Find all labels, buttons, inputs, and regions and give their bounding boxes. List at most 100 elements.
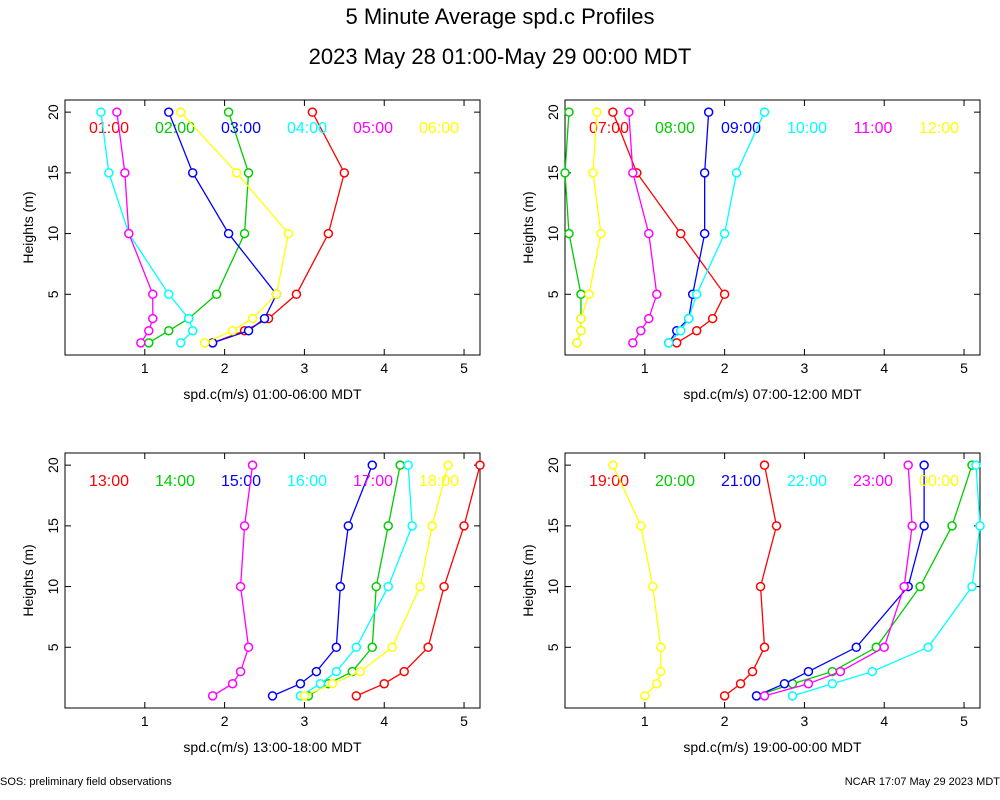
- data-point: [759, 107, 770, 117]
- data-point: [656, 666, 666, 677]
- data-point: [367, 642, 378, 653]
- data-point: [588, 168, 598, 178]
- series-line: [756, 464, 973, 697]
- data-point: [187, 168, 198, 178]
- plot-frame: [64, 99, 481, 356]
- data-point: [148, 289, 158, 300]
- x-tick-label: 5: [460, 713, 468, 729]
- legend-label: 04:00: [287, 120, 327, 137]
- data-point: [247, 460, 258, 470]
- footer-timestamp: NCAR 17:07 May 29 2023 MDT: [844, 776, 1000, 788]
- data-point: [899, 581, 909, 592]
- y-tick-label: 15: [545, 518, 561, 534]
- data-point: [919, 521, 929, 531]
- data-point: [327, 678, 338, 689]
- data-point: [351, 691, 362, 701]
- data-point: [395, 460, 405, 470]
- data-point: [187, 325, 198, 336]
- data-point: [335, 581, 346, 592]
- y-axis-label: Heights (m): [520, 544, 536, 616]
- data-point: [719, 289, 730, 300]
- data-point: [628, 338, 638, 348]
- series-line: [304, 464, 449, 697]
- data-point: [283, 228, 294, 239]
- legend-label: 08:00: [655, 120, 695, 137]
- series-line: [764, 465, 913, 697]
- x-tick-label: 2: [221, 360, 229, 376]
- legend-label: 21:00: [721, 473, 761, 490]
- series-line: [564, 112, 582, 344]
- series-line: [168, 111, 278, 344]
- legend-label: 10:00: [787, 120, 827, 137]
- x-tick-label: 1: [641, 713, 649, 729]
- data-point: [339, 168, 350, 178]
- series-line: [180, 111, 290, 344]
- plot-frame: [564, 99, 981, 356]
- data-point: [640, 691, 650, 701]
- data-point: [164, 325, 174, 336]
- data-point: [803, 678, 814, 689]
- series-line: [116, 112, 154, 344]
- data-point: [691, 289, 702, 300]
- data-point: [243, 642, 254, 653]
- data-point: [175, 107, 186, 117]
- data-point: [371, 581, 381, 592]
- x-tick-label: 4: [880, 360, 888, 376]
- legend-label: 06:00: [419, 120, 459, 137]
- panel-3: 1 2 3 4 5 5 10 15 20 spd.c(m/s) 13:00-18:00 MDT He…: [20, 452, 485, 755]
- data-point: [343, 521, 354, 531]
- series-0900: [664, 107, 714, 348]
- series-line: [756, 465, 925, 697]
- data-point: [311, 666, 322, 677]
- data-point: [243, 325, 254, 336]
- series-2300: [759, 460, 917, 701]
- legend-label: 05:00: [353, 120, 393, 137]
- data-point: [223, 107, 234, 117]
- x-axis-label: spd.c(m/s) 07:00-12:00 MDT: [683, 386, 862, 402]
- legend-label: 09:00: [721, 120, 761, 137]
- data-point: [703, 107, 714, 117]
- data-point: [735, 678, 746, 689]
- series-line: [148, 111, 250, 344]
- data-point: [636, 325, 646, 336]
- y-tick-label: 15: [45, 518, 61, 534]
- x-tick-label: 2: [721, 713, 729, 729]
- data-point: [691, 325, 702, 336]
- data-point: [699, 168, 710, 178]
- data-point: [755, 581, 766, 592]
- data-point: [731, 168, 742, 178]
- data-point: [675, 325, 686, 336]
- legend-label: 18:00: [419, 473, 459, 490]
- data-point: [759, 642, 770, 653]
- data-point: [351, 642, 362, 653]
- y-axis-label: Heights (m): [520, 191, 536, 263]
- data-point: [664, 338, 674, 348]
- data-point: [719, 228, 730, 239]
- panel-1: 1 2 3 4 5 5 10 15 20 spd.c(m/s) 01:00-06:00 MDT He…: [20, 99, 481, 402]
- legend-label: 23:00: [853, 473, 893, 490]
- series-line: [212, 111, 346, 344]
- data-point: [560, 168, 570, 178]
- data-point: [636, 521, 646, 531]
- x-tick-label: 1: [141, 360, 149, 376]
- data-point: [415, 581, 425, 592]
- data-point: [596, 228, 606, 239]
- plot-frame: [64, 452, 481, 709]
- data-point: [295, 678, 306, 689]
- data-point: [331, 642, 342, 653]
- legend-label: 07:00: [589, 120, 629, 137]
- x-tick-label: 4: [380, 360, 388, 376]
- data-point: [576, 313, 586, 324]
- data-point: [835, 666, 846, 677]
- series-line: [308, 465, 401, 697]
- data-point: [136, 338, 146, 348]
- data-point: [199, 338, 210, 348]
- series-1700: [207, 460, 258, 701]
- x-tick-label: 3: [801, 360, 809, 376]
- series-0200: [144, 107, 254, 348]
- series-line: [628, 112, 658, 344]
- y-tick-label: 10: [545, 226, 561, 242]
- data-point: [104, 168, 114, 178]
- x-axis-label: spd.c(m/s) 01:00-06:00 MDT: [183, 386, 362, 402]
